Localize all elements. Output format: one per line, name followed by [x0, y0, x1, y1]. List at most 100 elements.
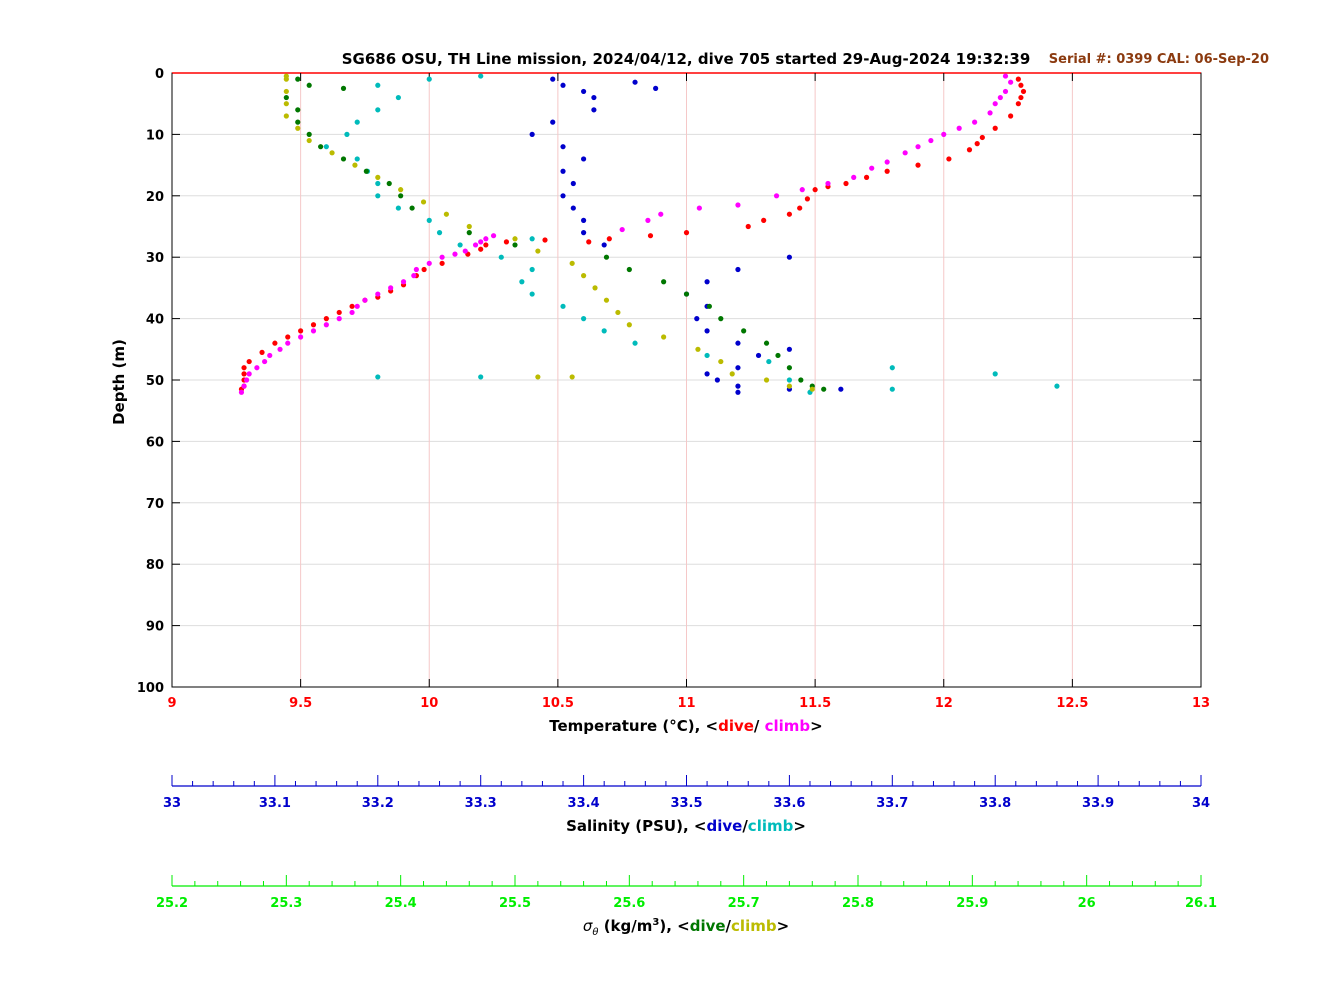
- temperature-dive-point: [843, 180, 849, 187]
- salinity-dive-point: [550, 76, 556, 82]
- temperature-dive-point: [241, 365, 247, 371]
- salinity-climb-point: [354, 119, 360, 125]
- temperature-dive-point: [272, 340, 278, 346]
- temperature-tick-label: 10: [420, 696, 438, 711]
- temperature-climb-point: [799, 187, 805, 193]
- temperature-climb-point: [490, 233, 497, 239]
- salinity-dive-point: [560, 144, 566, 150]
- depth-tick-label: 50: [146, 374, 164, 389]
- temperature-dive-point: [241, 371, 247, 377]
- salinity-climb-point: [375, 82, 381, 88]
- temperature-climb-point: [851, 174, 857, 180]
- theta-subscript: θ: [592, 927, 598, 938]
- density-climb-point: [809, 386, 815, 392]
- temperature-label-suffix: >: [810, 717, 823, 735]
- salinity-climb-point: [704, 352, 710, 359]
- density-climb-point: [626, 322, 632, 328]
- density-climb-point: [329, 150, 335, 156]
- temperature-climb-point: [267, 352, 273, 359]
- salinity-tick-label: 33: [163, 796, 181, 811]
- temperature-climb-point: [735, 202, 741, 208]
- temperature-dive-point: [1020, 88, 1027, 95]
- temperature-label-prefix: Temperature (°C), <: [549, 717, 718, 735]
- density-climb-point: [283, 113, 289, 119]
- temperature-dive-point: [336, 309, 342, 316]
- temperature-climb-point: [696, 205, 702, 211]
- temperature-dive-point: [683, 230, 690, 236]
- salinity-climb-point: [766, 358, 772, 365]
- temperature-climb-point: [956, 125, 962, 131]
- density-dive-point: [340, 156, 347, 162]
- salinity-climb-point: [1054, 383, 1060, 389]
- temperature-dive-point: [966, 147, 973, 153]
- salinity-tick-label: 33.3: [465, 796, 497, 811]
- salinity-climb-point: [529, 291, 535, 297]
- salinity-climb-point: [478, 73, 484, 79]
- temperature-dive-point: [323, 316, 329, 322]
- salinity-dive-point: [581, 88, 587, 95]
- density-tick-label: 25.4: [385, 896, 417, 911]
- temperature-tick-label: 10.5: [542, 696, 574, 711]
- salinity-tick-label: 33.5: [670, 796, 702, 811]
- salinity-climb-point: [375, 107, 381, 113]
- salinity-dive-point: [735, 365, 741, 371]
- salinity-climb-point: [426, 217, 432, 223]
- depth-tick-label: 100: [137, 681, 164, 696]
- salinity-climb-point: [323, 144, 329, 150]
- salinity-label-suffix: >: [793, 817, 806, 835]
- density-climb-point: [535, 248, 541, 254]
- density-tick-label: 25.6: [613, 896, 645, 911]
- temperature-climb-point: [411, 273, 417, 279]
- temperature-climb-point: [426, 260, 432, 266]
- temperature-climb-point: [238, 389, 245, 395]
- temperature-climb-point: [388, 285, 394, 291]
- temperature-dive-point: [812, 187, 818, 193]
- temperature-dive-point: [992, 125, 998, 131]
- salinity-dive-legend: dive: [706, 817, 742, 835]
- density-climb-point: [512, 236, 518, 242]
- salinity-climb-point: [457, 242, 463, 248]
- density-dive-point: [318, 144, 324, 150]
- salinity-climb-point: [889, 386, 895, 392]
- density-dive-point: [512, 242, 518, 248]
- salinity-dive-point: [560, 82, 566, 88]
- temperature-climb-point: [992, 101, 998, 107]
- density-dive-point: [626, 266, 632, 273]
- salinity-climb-point: [426, 76, 432, 82]
- salinity-climb-point: [395, 94, 401, 101]
- salinity-label-prefix: Salinity (PSU), <: [566, 817, 706, 835]
- salinity-tick-label: 33.9: [1082, 796, 1114, 811]
- density-dive-point: [295, 119, 301, 125]
- density-climb-point: [352, 162, 358, 168]
- salinity-climb-point: [529, 236, 535, 242]
- salinity-dive-point: [591, 94, 597, 101]
- density-climb-point: [283, 88, 289, 95]
- temperature-dive-point: [745, 223, 751, 230]
- salinity-dive-point: [735, 340, 741, 346]
- salinity-climb-point: [632, 340, 638, 346]
- temperature-dive-point: [483, 242, 489, 248]
- temperature-dive-point: [606, 236, 612, 242]
- serial-calibration-label: Serial #: 0399 CAL: 06-Sep-20: [1049, 52, 1269, 67]
- density-dive-legend: dive: [690, 917, 726, 935]
- density-climb-point: [569, 260, 575, 266]
- temperature-climb-point: [246, 371, 252, 377]
- temperature-climb-point: [972, 119, 978, 125]
- density-dive-point: [306, 82, 312, 88]
- salinity-climb-point: [344, 131, 350, 137]
- density-dive-point: [706, 303, 712, 309]
- density-climb-point: [729, 371, 735, 377]
- temperature-climb-point: [354, 303, 360, 309]
- density-climb-point: [581, 273, 587, 279]
- salinity-dive-point: [694, 316, 700, 322]
- density-climb-legend: climb: [731, 917, 777, 935]
- density-dive-point: [363, 168, 369, 174]
- salinity-tick-label: 34: [1192, 796, 1210, 811]
- temperature-tick-label: 11.5: [799, 696, 831, 711]
- density-climb-point: [283, 73, 289, 79]
- temperature-dive-point: [1018, 94, 1024, 101]
- depth-tick-label: 70: [146, 497, 164, 512]
- salinity-dive-point: [735, 389, 741, 395]
- salinity-dive-point: [560, 168, 566, 174]
